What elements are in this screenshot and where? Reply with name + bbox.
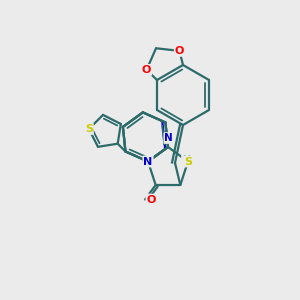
Text: H: H (182, 155, 190, 165)
Text: S: S (85, 124, 93, 134)
Text: N: N (143, 157, 153, 166)
Text: O: O (146, 195, 156, 205)
Text: N: N (164, 133, 173, 143)
Text: S: S (184, 157, 192, 166)
Text: O: O (175, 46, 184, 56)
Text: O: O (142, 65, 151, 75)
